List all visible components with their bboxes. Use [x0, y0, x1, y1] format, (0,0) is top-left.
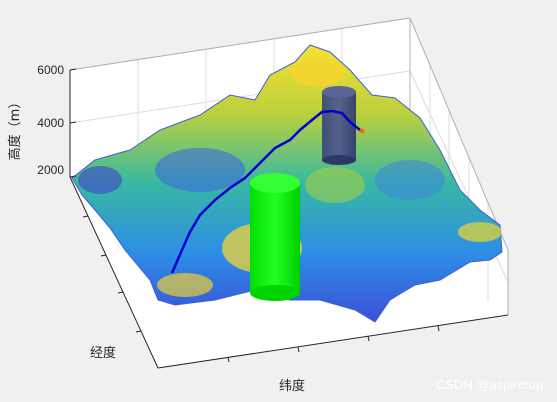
y-tick-mark	[117, 291, 124, 294]
valley-patch	[78, 166, 122, 194]
peak-patch	[290, 58, 346, 86]
cylinder-top	[322, 86, 356, 98]
x-tick-mark	[297, 346, 300, 353]
cylinder-bottom	[322, 155, 356, 165]
valley-patch	[155, 148, 245, 192]
x-tick-mark	[437, 325, 440, 332]
peak-patch	[305, 167, 365, 203]
valley-patch	[375, 160, 445, 200]
z-tick-label: 4000	[37, 116, 64, 130]
flight-path	[170, 109, 361, 274]
box-edge	[409, 17, 509, 251]
x-axis-line	[157, 314, 509, 369]
z-tick-label: 6000	[37, 63, 64, 77]
x-tick-mark	[227, 356, 230, 363]
path-end-marker	[359, 128, 365, 134]
y-tick-mark	[100, 254, 107, 257]
z-tick-label: 2000	[37, 163, 64, 177]
z-tick-mark	[69, 68, 77, 71]
cylinder-side	[250, 183, 300, 293]
x-tick-mark	[367, 335, 370, 342]
threat-cylinder-green	[250, 173, 300, 301]
z-axis-label: 高度（m）	[7, 96, 23, 161]
threat-cylinder-dark	[322, 86, 356, 165]
y-tick-mark	[82, 215, 89, 218]
z-tick-mark	[69, 121, 77, 124]
y-tick-mark	[135, 330, 142, 333]
cylinder-side	[322, 92, 356, 160]
box-edge	[69, 17, 411, 71]
y-axis-line	[69, 176, 159, 369]
x-axis: 纬度	[157, 314, 509, 394]
y-axis-label: 经度	[90, 345, 116, 361]
cylinder-top	[250, 173, 300, 193]
peak-patch	[458, 222, 502, 242]
cylinder-bottom	[250, 285, 300, 301]
y-axis: 经度	[69, 176, 159, 369]
peak-patch	[157, 273, 213, 297]
x-axis-label: 纬度	[279, 378, 305, 394]
z-axis: 6000 4000 2000 高度（m）	[7, 63, 77, 178]
z-tick-mark	[69, 175, 77, 178]
watermark: CSDN @aspiretop	[436, 377, 543, 392]
